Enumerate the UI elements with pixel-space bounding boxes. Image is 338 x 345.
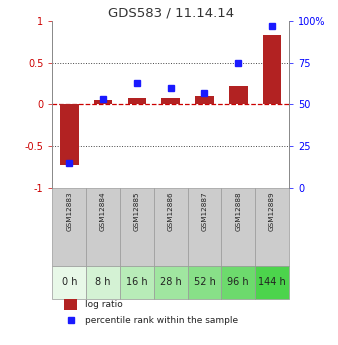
Text: GSM12888: GSM12888 [235,191,241,231]
Bar [255,188,289,266]
Bar [255,266,289,299]
Text: 16 h: 16 h [126,277,148,287]
Bar [60,105,78,165]
Title: GDS583 / 11.14.14: GDS583 / 11.14.14 [107,7,234,20]
Bar [120,266,154,299]
Bar [120,188,154,266]
Bar [188,188,221,266]
Text: GSM12887: GSM12887 [201,191,208,231]
Text: 0 h: 0 h [62,277,77,287]
Text: 52 h: 52 h [194,277,215,287]
Bar [86,188,120,266]
Bar [154,266,188,299]
Text: 144 h: 144 h [258,277,286,287]
Bar [52,266,86,299]
Bar [64,299,77,310]
Text: GSM12885: GSM12885 [134,191,140,231]
Bar [221,188,255,266]
Text: GSM12884: GSM12884 [100,191,106,231]
Bar [263,35,281,105]
Bar [94,100,113,105]
Bar [188,266,221,299]
Bar [229,86,247,105]
Text: 28 h: 28 h [160,277,182,287]
Text: GSM12883: GSM12883 [66,191,72,231]
Text: GSM12889: GSM12889 [269,191,275,231]
Text: GSM12886: GSM12886 [168,191,174,231]
Text: log ratio: log ratio [84,300,122,309]
Text: 8 h: 8 h [95,277,111,287]
Bar [195,96,214,105]
Bar [154,188,188,266]
Bar [52,188,86,266]
Text: percentile rank within the sample: percentile rank within the sample [84,316,238,325]
Bar [86,266,120,299]
Bar [128,98,146,105]
Bar [162,98,180,105]
Bar [221,266,255,299]
Text: 96 h: 96 h [227,277,249,287]
